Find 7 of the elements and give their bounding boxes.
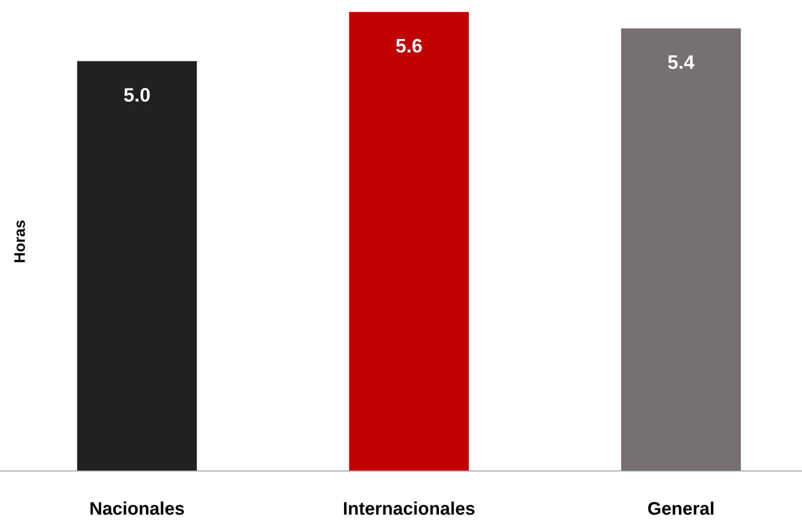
x-tick-label: Nacionales [90, 502, 184, 515]
x-tick-label: General [648, 502, 714, 515]
data-label: 5.6 [396, 38, 422, 53]
data-label: 5.4 [668, 55, 694, 69]
x-tick-label: Internacionales [344, 502, 474, 515]
data-label: 5.0 [124, 88, 150, 102]
y-axis-title: Horas [14, 220, 25, 262]
